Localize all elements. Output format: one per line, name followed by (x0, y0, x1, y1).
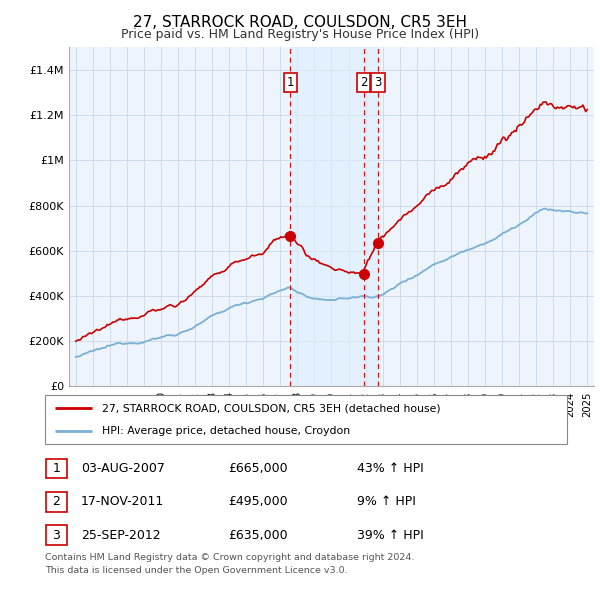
Text: £665,000: £665,000 (228, 463, 287, 476)
Text: This data is licensed under the Open Government Licence v3.0.: This data is licensed under the Open Gov… (45, 566, 347, 575)
Text: 3: 3 (52, 529, 61, 542)
Bar (290, 47, 378, 386)
Text: 17-NOV-2011: 17-NOV-2011 (81, 496, 164, 509)
Text: 27, STARROCK ROAD, COULSDON, CR5 3EH (detached house): 27, STARROCK ROAD, COULSDON, CR5 3EH (de… (103, 404, 441, 414)
Text: 03-AUG-2007: 03-AUG-2007 (81, 463, 165, 476)
FancyBboxPatch shape (46, 526, 67, 545)
Text: HPI: Average price, detached house, Croydon: HPI: Average price, detached house, Croy… (103, 425, 350, 435)
FancyBboxPatch shape (46, 460, 67, 478)
Text: Price paid vs. HM Land Registry's House Price Index (HPI): Price paid vs. HM Land Registry's House … (121, 28, 479, 41)
Text: 25-SEP-2012: 25-SEP-2012 (81, 529, 161, 542)
Text: 27, STARROCK ROAD, COULSDON, CR5 3EH: 27, STARROCK ROAD, COULSDON, CR5 3EH (133, 15, 467, 30)
Text: £635,000: £635,000 (228, 529, 287, 542)
Text: 9% ↑ HPI: 9% ↑ HPI (357, 496, 416, 509)
Text: 39% ↑ HPI: 39% ↑ HPI (357, 529, 424, 542)
FancyBboxPatch shape (46, 493, 67, 512)
Text: 43% ↑ HPI: 43% ↑ HPI (357, 463, 424, 476)
Text: 1: 1 (52, 463, 61, 476)
FancyBboxPatch shape (45, 395, 567, 444)
Text: 2: 2 (52, 496, 61, 509)
Text: 3: 3 (374, 76, 382, 89)
Text: 2: 2 (360, 76, 367, 89)
Text: £495,000: £495,000 (228, 496, 287, 509)
Text: 1: 1 (287, 76, 294, 89)
Text: Contains HM Land Registry data © Crown copyright and database right 2024.: Contains HM Land Registry data © Crown c… (45, 553, 415, 562)
